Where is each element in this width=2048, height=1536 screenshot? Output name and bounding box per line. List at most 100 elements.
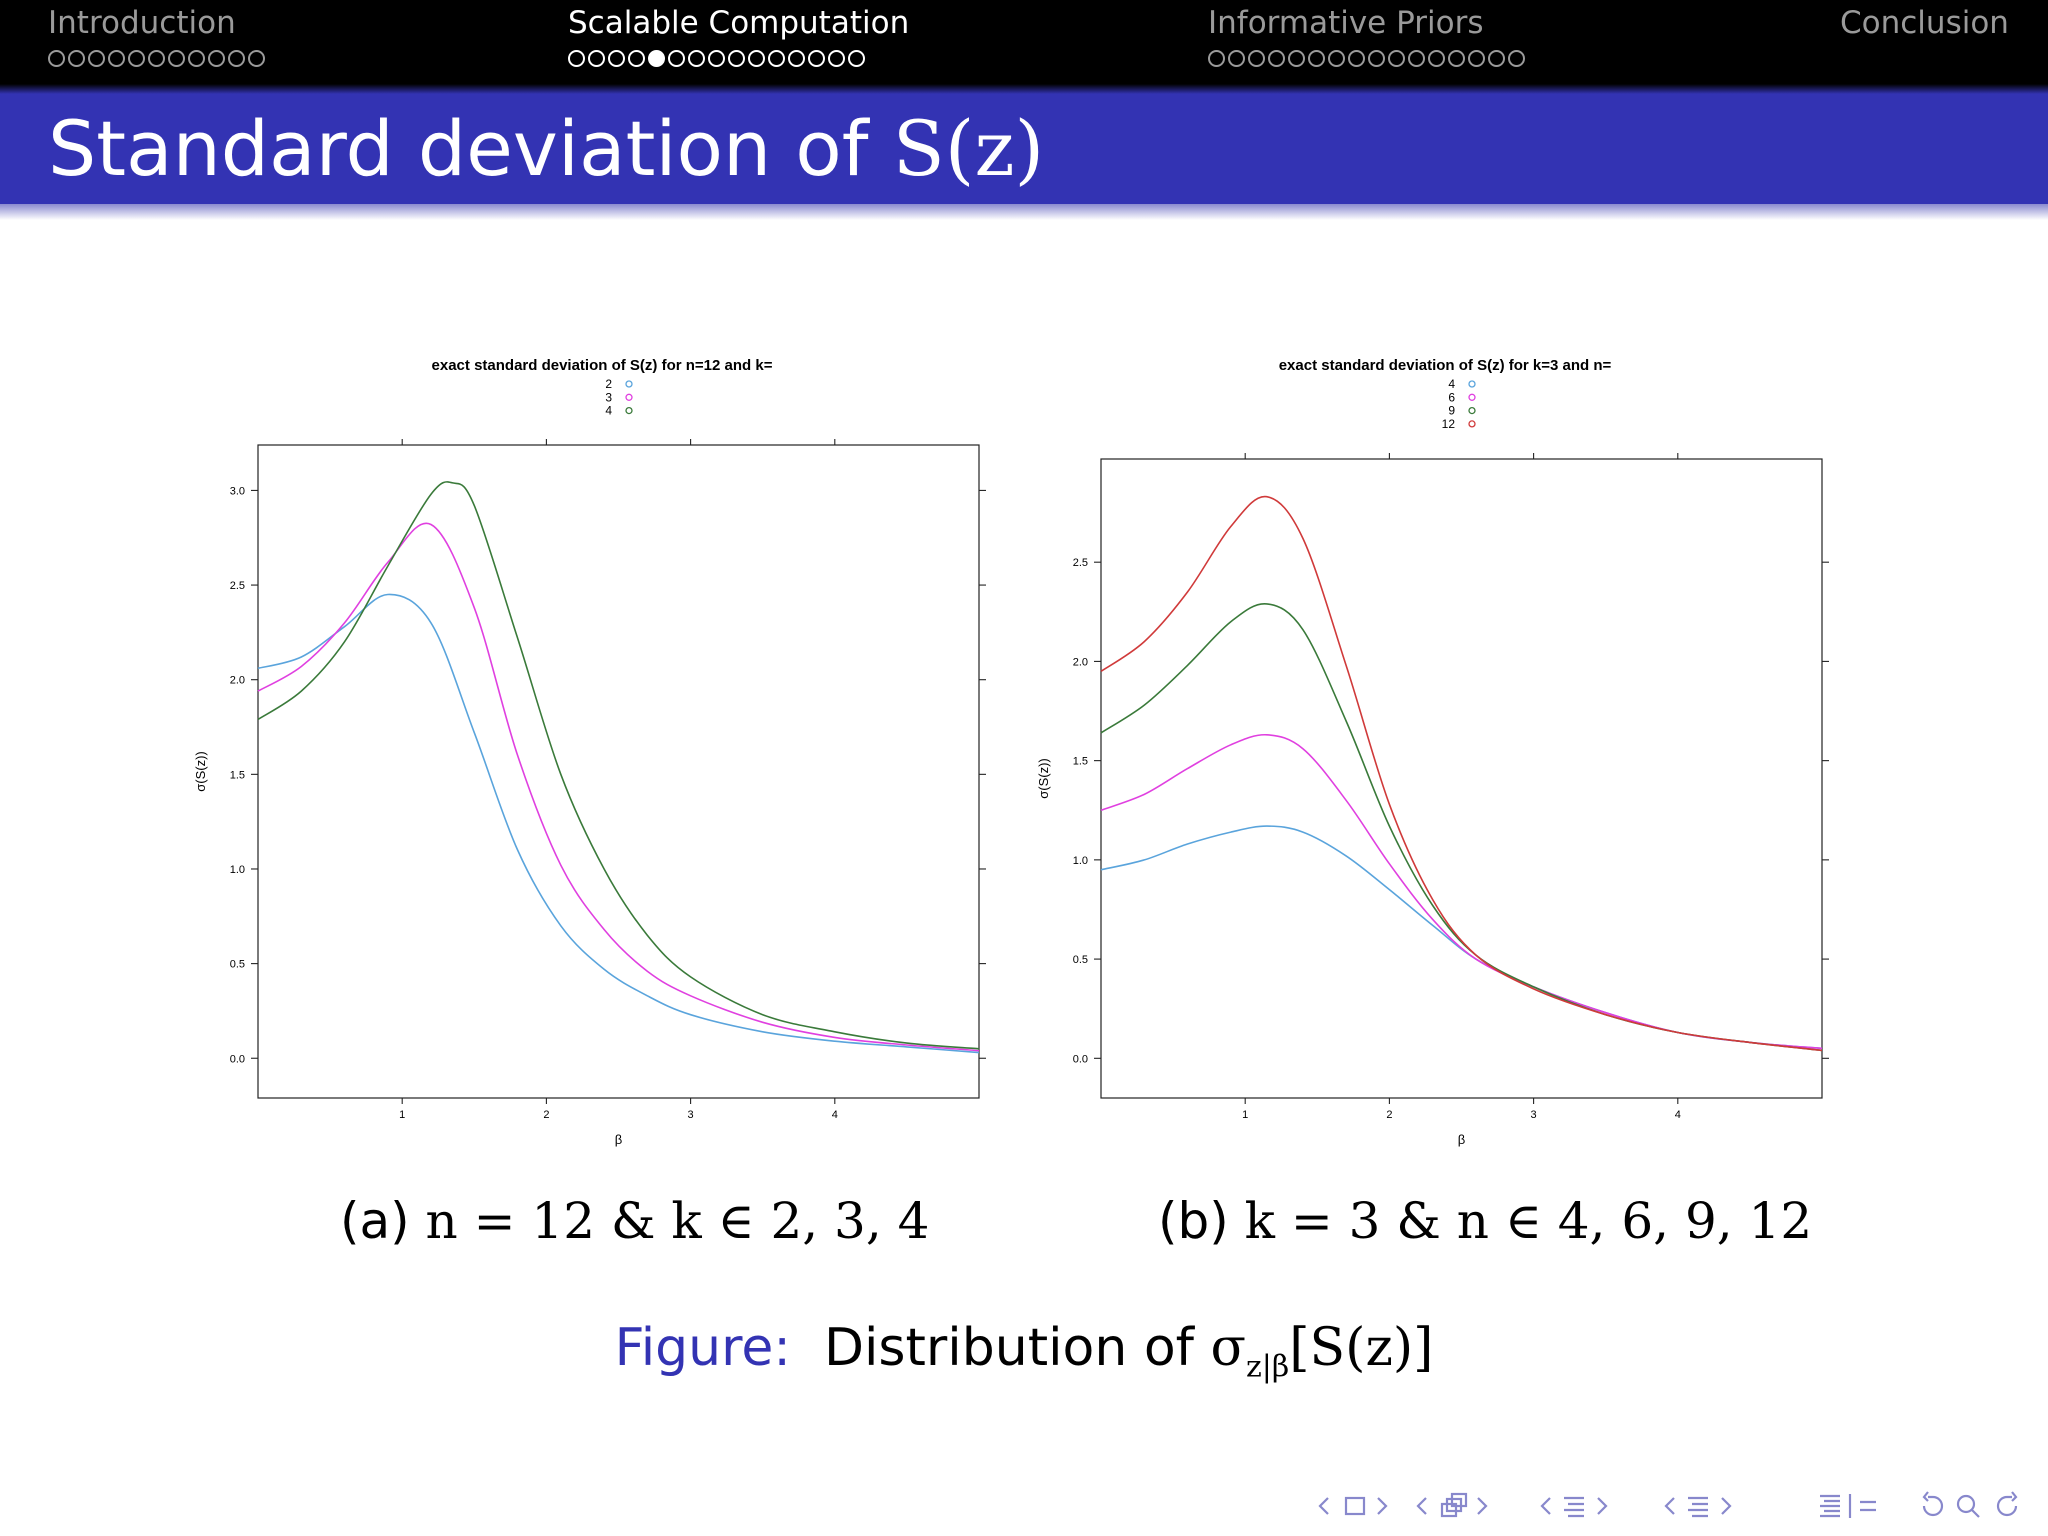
figure-math-sigma: σ bbox=[1210, 1318, 1246, 1378]
nav-frame-dot[interactable] bbox=[1408, 50, 1425, 67]
nav-frame-dot[interactable] bbox=[1508, 50, 1525, 67]
nav-frame-dot[interactable] bbox=[1248, 50, 1265, 67]
nav-frame-dot[interactable] bbox=[248, 50, 265, 67]
nav-frame-dot[interactable] bbox=[1228, 50, 1245, 67]
y-tick-label: 0.0 bbox=[1073, 1053, 1088, 1065]
series-line-3 bbox=[257, 522, 980, 1052]
x-tick-label: 4 bbox=[1675, 1109, 1681, 1121]
section-icon[interactable] bbox=[1564, 1496, 1584, 1518]
subsection-prev-icon[interactable] bbox=[1416, 1497, 1427, 1515]
nav-frame-dot[interactable] bbox=[828, 50, 845, 67]
nav-section-title[interactable]: Introduction bbox=[48, 5, 236, 41]
nav-frame-dot[interactable] bbox=[1448, 50, 1465, 67]
nav-frame-dot[interactable] bbox=[168, 50, 185, 67]
nav-section-title[interactable]: Conclusion bbox=[1840, 5, 2009, 41]
nav-frame-dot[interactable] bbox=[88, 50, 105, 67]
beamer-navigation-symbols bbox=[1318, 1491, 2018, 1518]
figure-text: Distribution of bbox=[823, 1318, 1211, 1378]
nav-section-title[interactable]: Scalable Computation bbox=[568, 5, 910, 41]
x-axis-label: β bbox=[615, 1132, 622, 1147]
nav-frame-dot[interactable] bbox=[1488, 50, 1505, 67]
nav-frame-dot[interactable] bbox=[48, 50, 65, 67]
nav-frame-dot[interactable] bbox=[188, 50, 205, 67]
nav-frame-dots bbox=[568, 50, 909, 67]
nav-frame-dot[interactable] bbox=[228, 50, 245, 67]
nav-frame-dot[interactable] bbox=[788, 50, 805, 67]
y-axis-label: σ(S(z)) bbox=[193, 751, 208, 792]
legend-label: 4 bbox=[1448, 377, 1455, 391]
nav-frame-dot[interactable] bbox=[688, 50, 705, 67]
nav-frame-dot[interactable] bbox=[68, 50, 85, 67]
y-tick-label: 2.5 bbox=[230, 580, 245, 592]
legend-label: 9 bbox=[1448, 404, 1455, 418]
back-icon[interactable] bbox=[1922, 1491, 1944, 1517]
nav-frame-dot[interactable] bbox=[808, 50, 825, 67]
nav-frame-dot[interactable] bbox=[768, 50, 785, 67]
nav-frame-dot[interactable] bbox=[1328, 50, 1345, 67]
y-tick-label: 2.0 bbox=[230, 675, 245, 687]
subsection-icon[interactable] bbox=[1440, 1492, 1468, 1518]
frame-title-math: S(z) bbox=[892, 104, 1045, 193]
nav-frame-dot[interactable] bbox=[1308, 50, 1325, 67]
nav-frame-dot[interactable] bbox=[668, 50, 685, 67]
legend-label: 12 bbox=[1442, 417, 1456, 431]
frame-prev-icon[interactable] bbox=[1318, 1497, 1329, 1515]
nav-frame-dot[interactable] bbox=[728, 50, 745, 67]
frame-next-icon[interactable] bbox=[1377, 1497, 1388, 1515]
nav-frame-dot[interactable] bbox=[568, 50, 585, 67]
nav-frame-dot[interactable] bbox=[1368, 50, 1385, 67]
section-prev-icon[interactable] bbox=[1540, 1497, 1551, 1515]
nav-frame-dot[interactable] bbox=[748, 50, 765, 67]
figure-math-subscript: z|β bbox=[1245, 1349, 1290, 1385]
nav-frame-dot[interactable] bbox=[1288, 50, 1305, 67]
part-next-icon[interactable] bbox=[1721, 1497, 1732, 1515]
nav-frame-dot[interactable] bbox=[1428, 50, 1445, 67]
nav-frame-dot[interactable] bbox=[708, 50, 725, 67]
y-tick-label: 2.0 bbox=[1073, 656, 1088, 668]
frame-icon[interactable] bbox=[1344, 1496, 1366, 1516]
nav-section-conclusion[interactable]: Conclusion bbox=[1840, 4, 2009, 67]
nav-frame-dot[interactable] bbox=[108, 50, 125, 67]
legend-marker bbox=[625, 393, 633, 401]
subsection-next-icon[interactable] bbox=[1477, 1497, 1488, 1515]
nav-frame-dot[interactable] bbox=[148, 50, 165, 67]
nav-frame-dot[interactable] bbox=[1468, 50, 1485, 67]
chart-title: exact standard deviation of S(z) for k=3… bbox=[1279, 357, 1612, 374]
nav-frame-dot[interactable] bbox=[648, 50, 665, 67]
section-next-icon[interactable] bbox=[1597, 1497, 1608, 1515]
x-tick-label: 1 bbox=[399, 1109, 405, 1121]
frame-title-bar bbox=[0, 94, 2048, 204]
nav-section-scalable-computation[interactable]: Scalable Computation bbox=[568, 4, 909, 67]
caption-b-math: k = 3 & n ∈ 4, 6, 9, 12 bbox=[1244, 1192, 1813, 1250]
nav-frame-dot[interactable] bbox=[608, 50, 625, 67]
search-icon[interactable] bbox=[1956, 1494, 1980, 1518]
nav-frame-dot[interactable] bbox=[1348, 50, 1365, 67]
caption-a: (a) n = 12 & k ∈ 2, 3, 4 bbox=[340, 1192, 929, 1250]
nav-section-informative-priors[interactable]: Informative Priors bbox=[1208, 4, 1525, 67]
y-tick-label: 0.0 bbox=[230, 1053, 245, 1065]
nav-section-title[interactable]: Informative Priors bbox=[1208, 5, 1484, 41]
nav-frame-dot[interactable] bbox=[208, 50, 225, 67]
x-tick-label: 3 bbox=[688, 1109, 694, 1121]
part-icon[interactable] bbox=[1688, 1496, 1708, 1518]
series-line-4 bbox=[257, 481, 980, 1050]
outline-icon[interactable] bbox=[1820, 1494, 1876, 1518]
nav-frame-dot[interactable] bbox=[588, 50, 605, 67]
caption-a-math: n = 12 & k ∈ 2, 3, 4 bbox=[425, 1192, 930, 1250]
nav-frame-dot[interactable] bbox=[1388, 50, 1405, 67]
nav-frame-dot[interactable] bbox=[848, 50, 865, 67]
nav-frame-dot[interactable] bbox=[128, 50, 145, 67]
part-prev-icon[interactable] bbox=[1664, 1497, 1675, 1515]
caption-b-label: (b) bbox=[1158, 1192, 1245, 1250]
nav-frame-dot[interactable] bbox=[1268, 50, 1285, 67]
legend-label: 2 bbox=[605, 377, 612, 391]
forward-icon[interactable] bbox=[1996, 1491, 2018, 1517]
nav-section-introduction[interactable]: Introduction bbox=[48, 4, 265, 67]
chart-b: exact standard deviation of S(z) for k=3… bbox=[1036, 357, 1829, 1147]
nav-frame-dot[interactable] bbox=[1208, 50, 1225, 67]
series-line-9 bbox=[1100, 603, 1823, 1052]
nav-frame-dots bbox=[1208, 50, 1525, 67]
x-axis-label: β bbox=[1458, 1132, 1465, 1147]
nav-frame-dot[interactable] bbox=[628, 50, 645, 67]
x-tick-label: 2 bbox=[543, 1109, 549, 1121]
